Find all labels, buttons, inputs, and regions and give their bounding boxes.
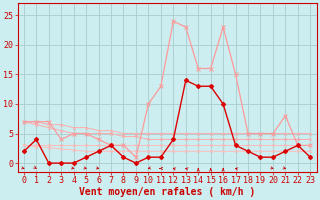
X-axis label: Vent moyen/en rafales ( km/h ): Vent moyen/en rafales ( km/h ) <box>79 187 255 197</box>
